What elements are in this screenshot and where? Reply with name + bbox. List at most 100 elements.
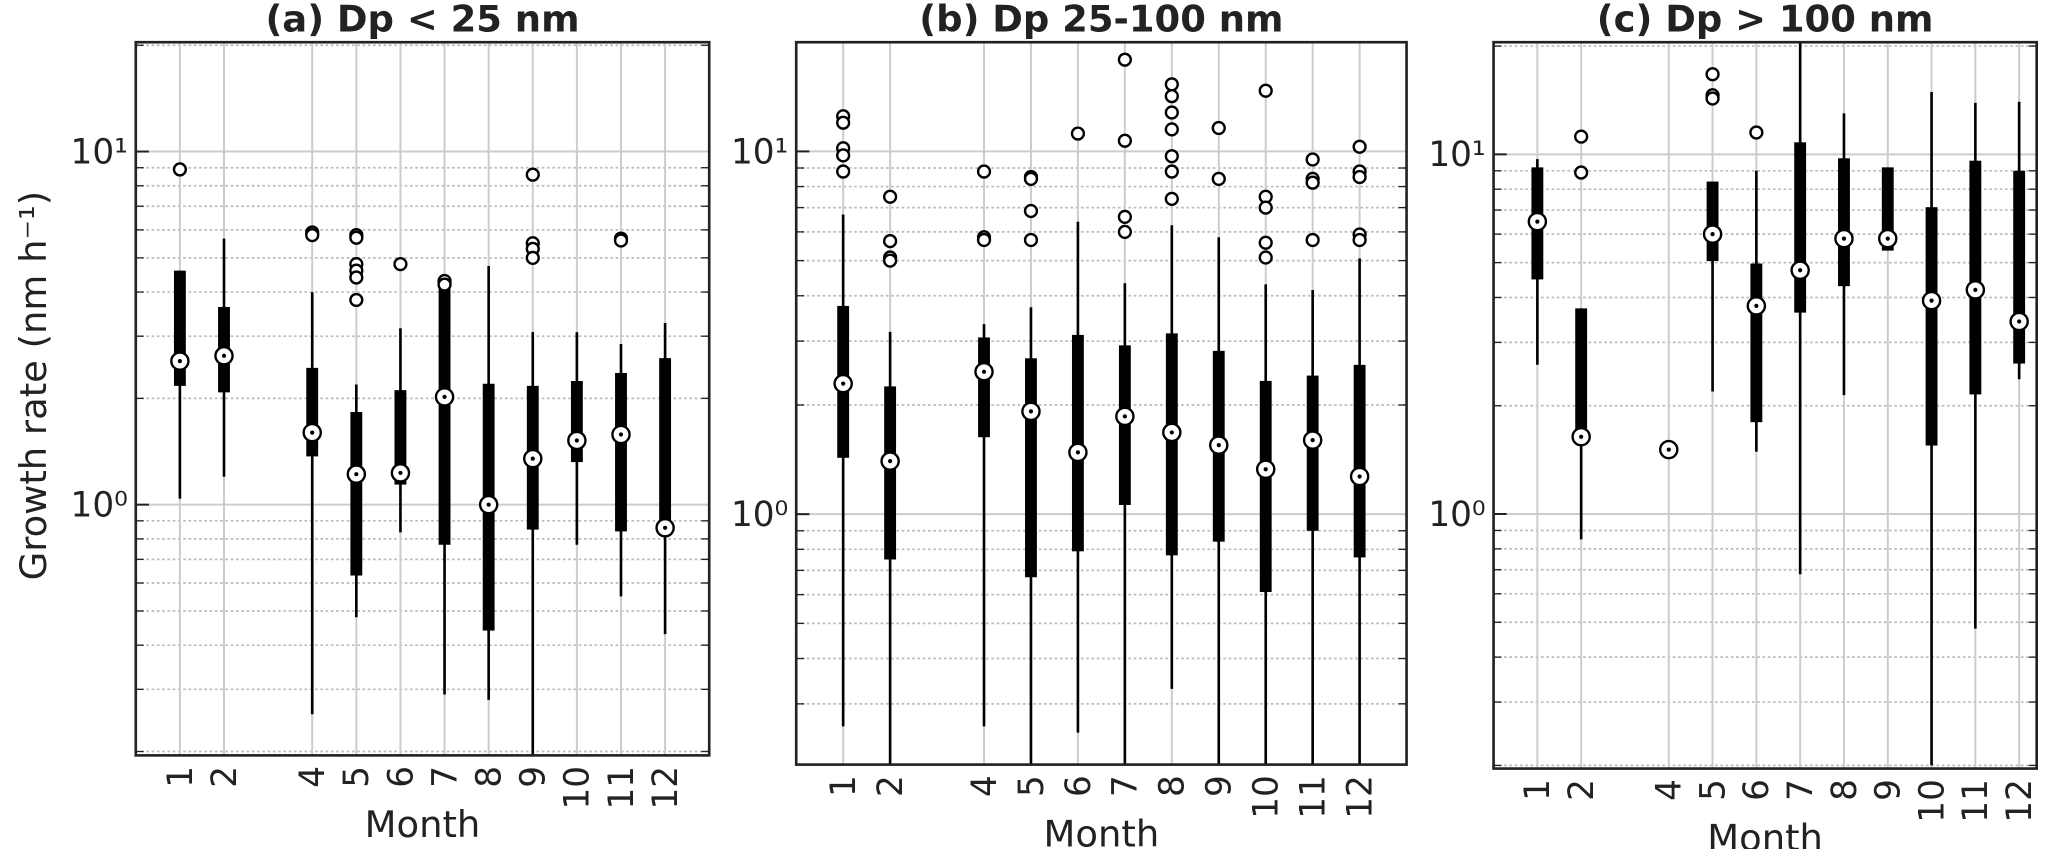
box <box>884 386 897 560</box>
plot-area <box>833 52 1370 765</box>
outlier <box>1117 52 1132 67</box>
outlier <box>1258 250 1273 265</box>
median-dot <box>1535 219 1540 224</box>
outlier <box>1211 120 1226 136</box>
median-dot <box>841 381 846 386</box>
outlier <box>1352 169 1367 185</box>
box <box>1838 158 1850 287</box>
x-tick-label: 7 <box>1106 775 1146 797</box>
x-tick-label: 11 <box>1956 779 1996 823</box>
outlier <box>305 227 320 243</box>
x-tick-label: 8 <box>470 766 510 788</box>
box <box>1165 333 1178 556</box>
outlier <box>1070 126 1086 141</box>
box <box>1575 308 1588 437</box>
median-dot <box>1710 232 1715 237</box>
outlier <box>882 233 898 249</box>
box <box>1706 181 1719 262</box>
median-dot <box>486 502 491 507</box>
y-axis-label: Growth rate (nm h⁻¹) <box>12 191 55 581</box>
x-tick-label: 10 <box>558 766 598 810</box>
x-tick-label: 8 <box>1153 775 1193 797</box>
median-dot <box>221 353 227 358</box>
x-tick-label: 7 <box>1781 779 1821 801</box>
panel-title: (b) Dp 25-100 nm <box>919 0 1283 41</box>
box <box>978 337 990 438</box>
outlier <box>172 162 188 177</box>
outlier <box>1574 165 1589 180</box>
median-dot <box>1028 409 1034 414</box>
box <box>2013 170 2026 364</box>
outlier <box>1164 191 1179 206</box>
outlier <box>836 115 851 130</box>
y-tick-label: 10¹ <box>731 132 788 172</box>
x-axis-label: Month <box>1044 812 1160 849</box>
axes-frame <box>794 40 1408 766</box>
outlier <box>349 270 364 285</box>
axes-frame <box>134 40 711 757</box>
panel-title: (c) Dp > 100 nm <box>1597 0 1934 41</box>
outlier <box>1749 125 1764 140</box>
outlier <box>1164 105 1179 120</box>
median-dot <box>398 470 403 476</box>
outlier <box>836 164 851 179</box>
x-tick-label: 4 <box>965 775 1005 797</box>
median-dot <box>618 432 624 437</box>
outlier <box>349 292 364 308</box>
x-tick-label: 2 <box>1562 779 1602 801</box>
median-dot <box>1310 438 1315 443</box>
outlier <box>1023 203 1039 219</box>
box <box>1794 142 1807 313</box>
median-dot <box>1885 236 1890 241</box>
median-dot <box>1798 268 1803 273</box>
x-tick-label: 9 <box>514 766 554 788</box>
box <box>615 372 627 532</box>
outlier <box>1305 175 1320 190</box>
y-tick-label: 10¹ <box>71 132 128 172</box>
box <box>1925 207 1938 446</box>
median-dot <box>177 359 182 364</box>
outlier <box>1305 232 1320 248</box>
outlier <box>976 232 992 248</box>
y-tick-label: 10¹ <box>1428 135 1485 175</box>
outlier <box>1023 171 1039 186</box>
box <box>350 411 363 576</box>
outlier <box>1211 171 1226 186</box>
median-dot <box>1579 434 1584 439</box>
outlier <box>1352 139 1367 154</box>
x-tick-label: 5 <box>1012 775 1052 797</box>
axes-frame <box>1492 40 2038 770</box>
median-dot <box>1263 467 1268 472</box>
x-tick-label: 1 <box>824 775 864 797</box>
box <box>570 380 583 463</box>
x-tick-label: 9 <box>1869 779 1909 801</box>
box <box>1969 160 1982 395</box>
outlier <box>882 253 898 268</box>
median-dot <box>2017 319 2022 324</box>
x-tick-label: 12 <box>646 766 686 810</box>
x-tick-label: 12 <box>2000 779 2040 823</box>
x-tick-label: 4 <box>1650 779 1690 801</box>
x-tick-label: 12 <box>1340 775 1380 819</box>
outlier <box>1258 83 1273 98</box>
x-tick-label: 6 <box>1737 779 1777 801</box>
median-dot <box>442 394 447 399</box>
x-tick-label: 7 <box>425 766 465 788</box>
outlier <box>613 233 629 248</box>
outlier <box>1258 235 1273 250</box>
plot-area <box>170 162 675 756</box>
median-dot <box>1841 236 1847 241</box>
box <box>1259 380 1272 593</box>
median-dot <box>354 472 359 477</box>
median-dot <box>530 456 535 461</box>
x-axis-label: Month <box>1707 816 1823 849</box>
median-dot <box>1357 474 1362 479</box>
median-dot <box>1216 443 1221 448</box>
outlier <box>393 256 408 272</box>
x-tick-label: 8 <box>1825 779 1865 801</box>
plot-area <box>1527 42 2029 766</box>
